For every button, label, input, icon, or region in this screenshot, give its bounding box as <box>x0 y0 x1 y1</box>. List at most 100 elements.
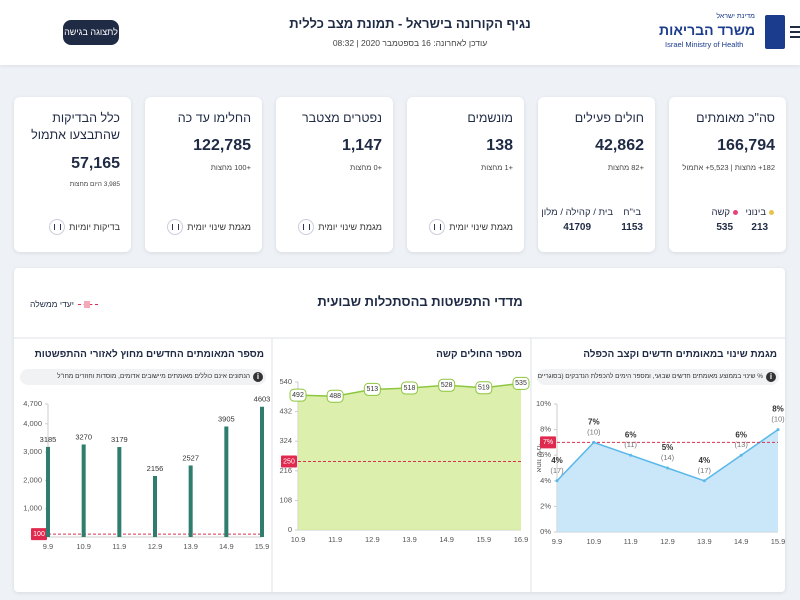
value-label: 492 <box>292 392 304 399</box>
card-title: חולים פעילים <box>574 111 644 125</box>
state-name: מדינת ישראל <box>716 13 755 20</box>
card: סה"כ מאומתים 166,794 182+ מחצות | 5,523+… <box>669 97 786 252</box>
breakdown-label: בי"ח <box>623 207 642 218</box>
card-link[interactable]: מגמת שינוי יומית <box>167 219 251 235</box>
link-text: מגמת שינוי יומית <box>449 222 513 232</box>
x-tick-label: 9.9 <box>552 537 562 546</box>
bar <box>188 465 193 537</box>
y-tick-label: 6% <box>540 450 551 459</box>
chart-title: מגמת שינוי במאומתים חדשים וקצב הכפלה <box>583 349 777 360</box>
target-label: 7% <box>543 439 553 446</box>
point-box <box>289 388 307 402</box>
doubling-label: (10) <box>587 427 601 436</box>
point-box <box>438 378 456 392</box>
point-box <box>401 381 418 395</box>
menu-icon[interactable] <box>790 26 800 38</box>
x-tick-label: 15.9 <box>771 537 786 546</box>
card: חולים פעילים 42,862 +82 מחצות בי"ח 1153 ב… <box>538 97 655 252</box>
value-label: 7% <box>588 418 600 427</box>
y-tick-label: 4,000 <box>23 419 42 428</box>
y-tick-label: 216 <box>279 466 292 475</box>
chart-info: % שינוי בממוצע מאומתים חדשים שבועי, ומספ… <box>537 369 779 385</box>
doubling-label: (10) <box>771 415 785 424</box>
y-tick-label: 10% <box>536 399 551 408</box>
legend-label: בינוני <box>745 207 766 218</box>
ministry-name: משרד הבריאות <box>659 22 755 38</box>
area <box>557 429 778 532</box>
legend-value: 213 <box>751 222 769 233</box>
ministry-name-en: Israel Ministry of Health <box>665 40 744 49</box>
point <box>739 453 743 457</box>
card-change: 182+ מחצות | 5,523+ אתמול <box>682 163 775 172</box>
value-label: 488 <box>329 393 341 400</box>
value-label: 2527 <box>182 453 199 462</box>
bar <box>153 475 157 537</box>
card-value: 57,165 <box>71 155 120 172</box>
bar <box>81 444 86 537</box>
point-box <box>475 381 493 395</box>
card-link[interactable]: מגמת שינוי יומית <box>429 219 513 235</box>
link-text: בדיקות יומיות <box>69 222 120 232</box>
breakdown-item: בי"ח 1153 <box>621 207 643 233</box>
bar <box>224 426 229 537</box>
target-label: 100 <box>33 531 45 538</box>
card-link[interactable]: מגמת שינוי יומית <box>298 219 382 235</box>
card-change: +1 מחצות <box>481 163 513 172</box>
x-tick-label: 12.9 <box>365 535 380 544</box>
breakdown-value: 1153 <box>621 222 643 233</box>
x-tick-label: 15.9 <box>255 542 270 551</box>
y-tick-label: 4,700 <box>23 399 42 408</box>
header: מדינת ישראל משרד הבריאות Israel Ministry… <box>0 0 800 65</box>
value-label: 6% <box>625 430 637 439</box>
card-change: +82 מחצות <box>607 163 644 172</box>
x-tick-label: 10.9 <box>291 535 306 544</box>
bar <box>46 446 50 537</box>
x-tick-label: 15.9 <box>477 535 492 544</box>
bar <box>260 406 264 537</box>
target-box <box>540 436 556 449</box>
value-label: 535 <box>515 380 527 387</box>
value-label: 3179 <box>111 435 128 444</box>
card-value: 138 <box>486 137 513 154</box>
accessibility-button[interactable]: לתצוגה בגישה <box>63 20 119 45</box>
card-title: כלל הבדיקות שהתבצעו אתמול <box>31 111 120 142</box>
doubling-label: (13) <box>734 440 748 449</box>
chart-info: הנתונים אינם כוללים מאומתים מיישובים אדו… <box>20 369 266 385</box>
y-tick-label: 2,000 <box>23 475 42 484</box>
legend-item: קשה 535 <box>711 207 738 233</box>
legend-value: 535 <box>716 222 734 233</box>
value-label: 518 <box>404 385 416 392</box>
x-tick-label: 14.9 <box>734 537 749 546</box>
y-tick-label: 1,000 <box>23 504 42 513</box>
card-link[interactable]: בדיקות יומיות <box>49 219 120 235</box>
point <box>592 440 596 444</box>
link-text: מגמת שינוי יומית <box>318 222 382 232</box>
value-label: 2156 <box>147 464 164 473</box>
point-box <box>512 376 530 390</box>
card-change: +0 מחצות <box>350 163 382 172</box>
value-label: 5% <box>662 443 674 452</box>
y-tick-label: 540 <box>279 377 292 386</box>
card-title: סה"כ מאומתים <box>696 111 775 125</box>
value-label: 513 <box>366 386 378 393</box>
y-tick-label: 108 <box>279 495 292 504</box>
chart-icon <box>298 219 315 235</box>
emblem <box>765 15 785 49</box>
y-tick-label: 4% <box>540 476 551 485</box>
point-box <box>326 389 344 403</box>
x-tick-label: 10.9 <box>76 542 91 551</box>
y-tick-label: 2% <box>540 501 551 510</box>
x-tick-label: 12.9 <box>148 542 163 551</box>
legend-item: בינוני 213 <box>746 207 774 233</box>
value-label: 3270 <box>75 432 92 441</box>
x-tick-label: 11.9 <box>112 542 126 551</box>
x-tick-label: 10.9 <box>587 537 602 546</box>
value-label: 6% <box>735 430 747 439</box>
breakdown-item: בית / קהילה / מלון 41709 <box>541 207 613 233</box>
value-label: 3905 <box>218 414 235 423</box>
target-box <box>281 455 297 468</box>
value-label: 8% <box>772 405 784 414</box>
y-tick-label: 324 <box>279 436 292 445</box>
y-tick-label: 0% <box>540 527 551 536</box>
